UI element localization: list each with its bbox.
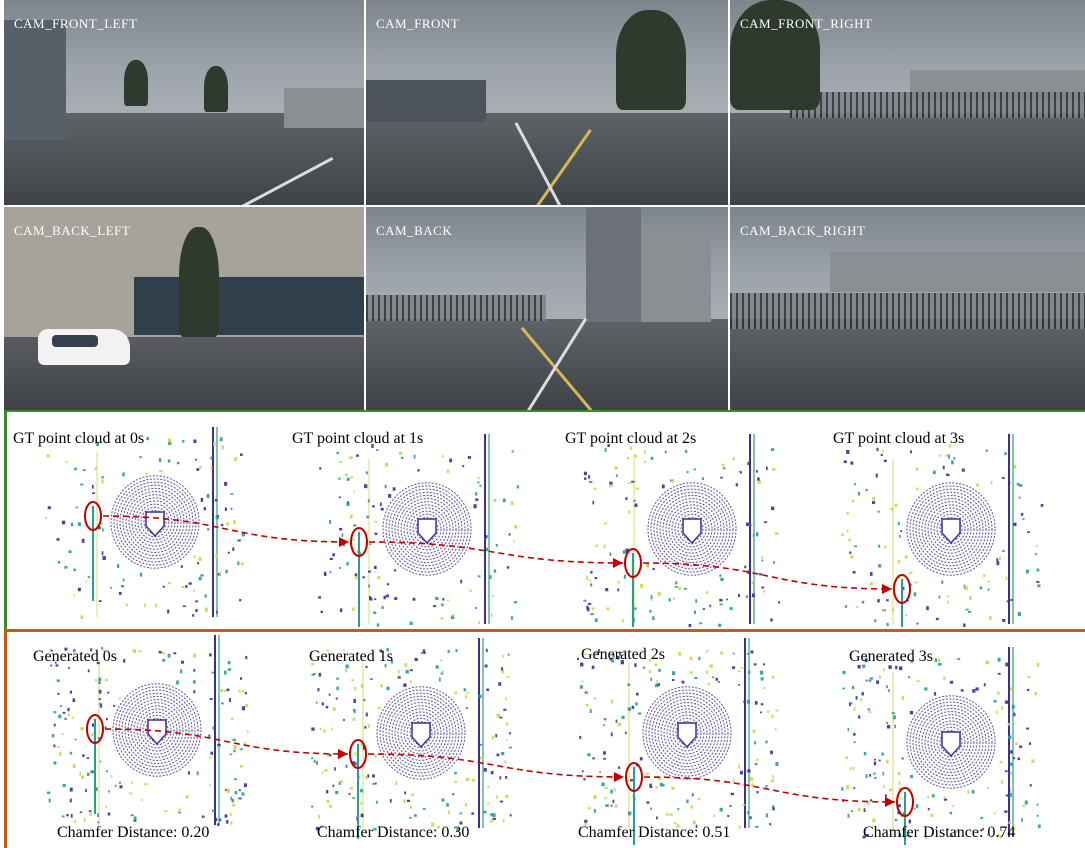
trajectory-arrow xyxy=(643,776,896,803)
ego-vehicle-icon xyxy=(145,511,165,538)
gt-frame-title: GT point cloud at 1s xyxy=(292,430,424,447)
chamfer-distance-label: Chamfer Distance: 0.30 xyxy=(317,824,470,841)
arrowhead-icon xyxy=(882,584,892,594)
arrowhead-icon xyxy=(338,749,348,759)
camera-label: CAM_BACK xyxy=(376,223,453,238)
ego-vehicle-icon xyxy=(417,518,437,545)
lidar-frame xyxy=(577,638,779,845)
chamfer-distance-label: Chamfer Distance: 0.74 xyxy=(863,824,1016,841)
tracked-object-highlight xyxy=(624,548,642,578)
lidar-frame xyxy=(318,434,519,627)
trajectory-arrow xyxy=(642,562,893,590)
lidar-frame xyxy=(841,434,1044,627)
arrowhead-icon xyxy=(613,558,623,568)
lidar-frame xyxy=(583,434,781,627)
camera-label: CAM_BACK_RIGHT xyxy=(740,223,866,238)
camera-view-front-left: CAM_FRONT_LEFT xyxy=(4,0,364,205)
tracked-object-highlight xyxy=(86,714,104,744)
camera-label: CAM_BACK_LEFT xyxy=(14,223,131,238)
camera-view-front-right: CAM_FRONT_RIGHT xyxy=(730,0,1085,205)
camera-view-back-right: CAM_BACK_RIGHT xyxy=(730,207,1085,410)
camera-label: CAM_FRONT_LEFT xyxy=(14,16,138,31)
arrowhead-icon xyxy=(339,537,349,547)
tracked-object-highlight xyxy=(84,501,102,531)
camera-label: CAM_FRONT xyxy=(376,16,460,31)
ego-vehicle-icon xyxy=(147,719,167,746)
chamfer-distance-label: Chamfer Distance: 0.51 xyxy=(578,824,731,841)
ego-vehicle-icon xyxy=(682,518,702,545)
tracked-object-highlight xyxy=(896,787,914,817)
tracked-object-highlight xyxy=(349,739,367,769)
camera-view-back: CAM_BACK xyxy=(366,207,728,410)
tracked-object-highlight xyxy=(893,574,911,604)
lidar-frame xyxy=(841,647,1041,845)
camera-view-back-left: CAM_BACK_LEFT xyxy=(4,207,364,410)
arrowhead-icon xyxy=(614,772,624,782)
chamfer-distance-label: Chamfer Distance: 0.20 xyxy=(57,824,210,841)
gt-frame-title: GT point cloud at 0s xyxy=(13,430,145,447)
generated-frame-title: Generated 2s xyxy=(581,646,665,663)
trajectory-arrow xyxy=(102,515,350,543)
arrowhead-icon xyxy=(885,797,895,807)
gt-point-cloud-canvas xyxy=(45,427,1044,627)
trajectory-arrow xyxy=(104,728,349,755)
generated-frame-title: Generated 0s xyxy=(33,648,117,665)
gt-point-cloud-panel: GT point cloud at 0s GT point cloud at 1… xyxy=(4,410,1085,629)
camera-view-front: CAM_FRONT xyxy=(366,0,728,205)
trajectory-arrow xyxy=(367,753,625,778)
generated-frame-title: Generated 1s xyxy=(309,648,393,665)
ego-vehicle-icon xyxy=(941,518,961,545)
generated-frame-title: Generated 3s xyxy=(849,648,933,665)
lidar-frame xyxy=(311,638,513,839)
generated-point-cloud-panel: Generated 0s Generated 1s Generated 2s G… xyxy=(4,629,1085,848)
gt-frame-title: GT point cloud at 2s xyxy=(565,430,697,447)
tracked-object-highlight xyxy=(625,762,643,792)
trajectory-arrow xyxy=(368,541,624,564)
camera-label: CAM_FRONT_RIGHT xyxy=(740,16,873,31)
lidar-frame xyxy=(47,635,249,826)
gt-frame-title: GT point cloud at 3s xyxy=(833,430,965,447)
ego-vehicle-icon xyxy=(941,731,961,758)
tracked-object-highlight xyxy=(350,527,368,557)
ego-vehicle-icon xyxy=(411,722,431,749)
lidar-frame xyxy=(45,427,246,620)
camera-grid: CAM_FRONT_LEFT CAM_FRONT CAM_FRONT_RIGHT… xyxy=(4,0,1085,410)
ego-vehicle-icon xyxy=(677,722,697,749)
generated-point-cloud-canvas xyxy=(47,635,1041,845)
